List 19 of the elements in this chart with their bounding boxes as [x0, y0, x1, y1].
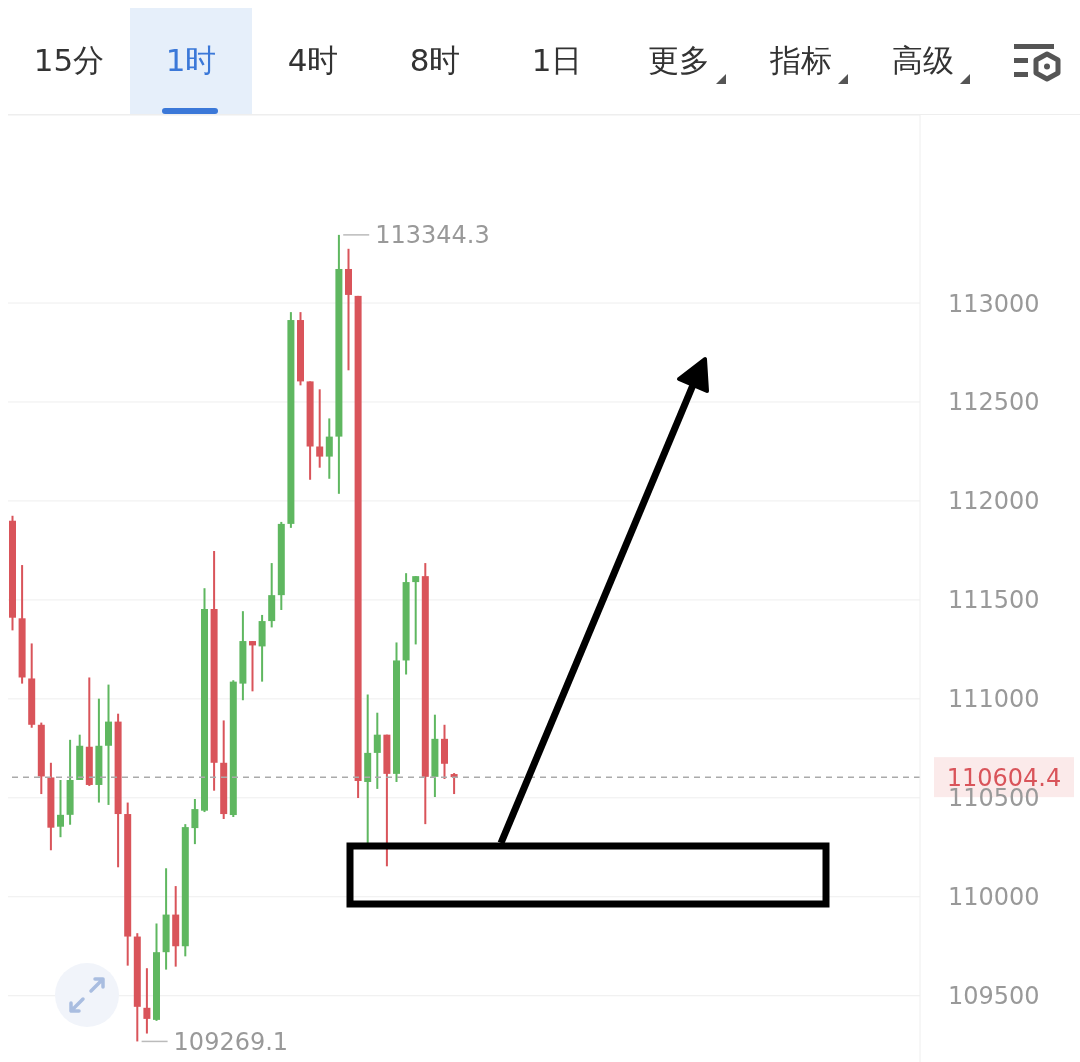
- candlestick: [412, 576, 420, 645]
- annotation: 113344.3: [375, 221, 490, 250]
- y-tick-label: 110000: [948, 883, 1040, 912]
- y-tick-label: 111000: [948, 685, 1040, 714]
- y-tick-label: 112500: [948, 388, 1040, 417]
- y-tick-label: 111500: [948, 586, 1040, 615]
- text: 指标: [770, 41, 832, 80]
- text: 1时: [165, 41, 217, 80]
- text: 4时: [287, 41, 339, 80]
- y-tick-label: 109500: [948, 982, 1040, 1011]
- candlestick: [249, 641, 256, 692]
- text: 15分: [33, 41, 105, 80]
- y-tick-label: 112000: [948, 487, 1040, 516]
- annotation: 109269.1: [173, 1027, 289, 1056]
- text: 8时: [409, 41, 461, 80]
- text: 1日: [531, 41, 583, 80]
- text: 高级: [892, 41, 954, 80]
- text: 更多: [648, 41, 710, 80]
- y-tick-label: 113000: [948, 289, 1040, 318]
